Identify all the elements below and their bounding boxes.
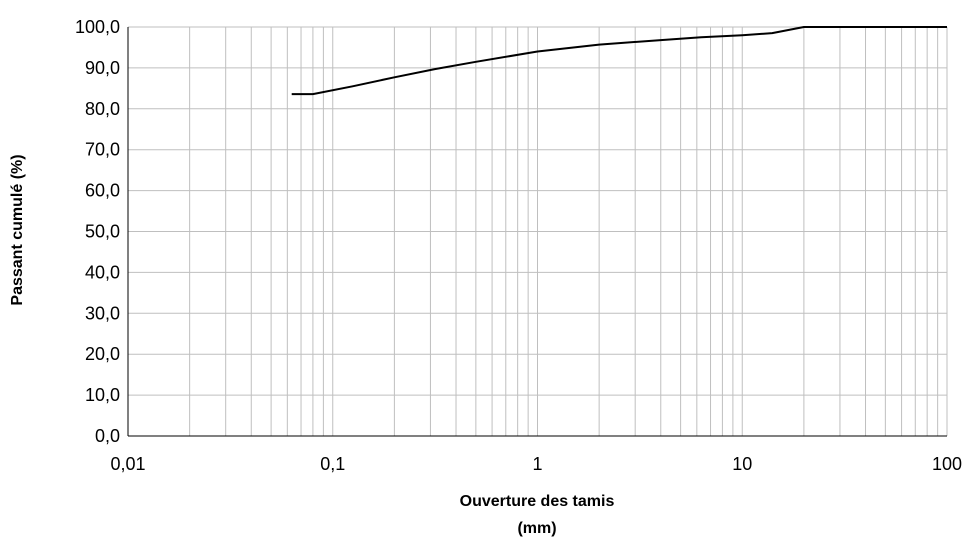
gridlines xyxy=(127,26,948,437)
x-axis-unit: (mm) xyxy=(517,520,556,537)
x-tick-label: 1 xyxy=(532,454,542,474)
y-tick-label: 70,0 xyxy=(85,140,120,160)
x-tick-label: 100 xyxy=(932,454,962,474)
y-tick-label: 50,0 xyxy=(85,222,120,242)
y-axis-title: Passant cumulé (%) xyxy=(9,154,26,305)
series-line xyxy=(291,26,947,96)
data-series xyxy=(291,26,947,96)
y-tick-label: 30,0 xyxy=(85,303,120,323)
y-tick-label: 0,0 xyxy=(95,426,120,446)
y-tick-label: 100,0 xyxy=(75,17,120,37)
y-tick-label: 20,0 xyxy=(85,344,120,364)
y-tick-label: 40,0 xyxy=(85,262,120,282)
x-axis-title: Ouverture des tamis xyxy=(460,493,615,510)
x-tick-label: 10 xyxy=(732,454,752,474)
y-tick-label: 10,0 xyxy=(85,385,120,405)
x-tick-label: 0,01 xyxy=(110,454,145,474)
y-tick-label: 60,0 xyxy=(85,181,120,201)
tick-labels: 0,010,020,030,040,050,060,070,080,090,01… xyxy=(75,17,962,474)
y-tick-label: 90,0 xyxy=(85,58,120,78)
x-tick-label: 0,1 xyxy=(320,454,345,474)
axes xyxy=(127,27,947,437)
y-tick-label: 80,0 xyxy=(85,99,120,119)
